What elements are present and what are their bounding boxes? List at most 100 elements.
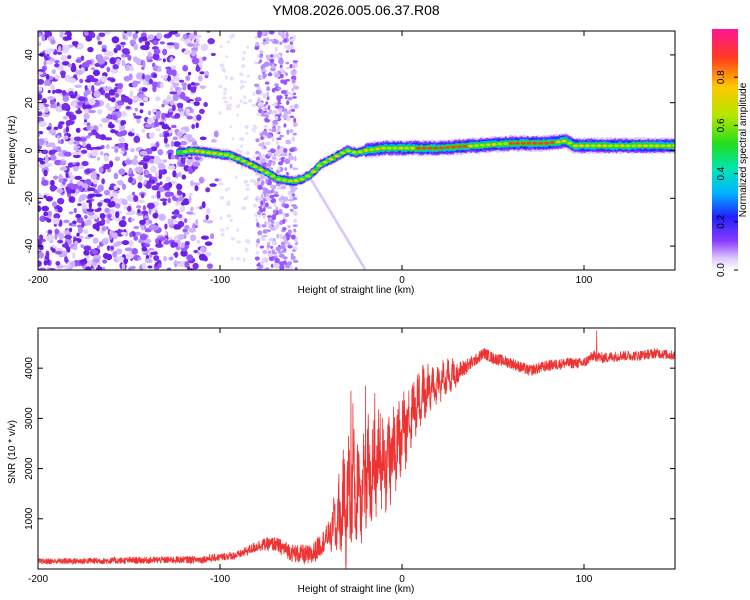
spectrogram-band-cell bbox=[254, 46, 260, 51]
spectrogram-noise-cell bbox=[194, 185, 199, 192]
spectrogram-noise-cell bbox=[205, 214, 209, 220]
spectrogram-noise-cell bbox=[169, 86, 174, 93]
spectrogram-noise-cell bbox=[96, 54, 104, 61]
spectrogram-noise-cell bbox=[116, 180, 124, 186]
spectrogram-noise-cell bbox=[65, 125, 70, 133]
spectrogram-band-cell bbox=[270, 148, 276, 154]
spectrogram-noise-cell bbox=[76, 216, 84, 224]
spectrogram-noise-cell bbox=[172, 136, 179, 141]
spectrogram-noise-cell bbox=[209, 233, 215, 240]
spectrogram-noise-cell bbox=[121, 183, 127, 190]
spectrogram-noise-cell bbox=[170, 31, 178, 35]
spectrogram-band-cell bbox=[267, 206, 272, 210]
spectrogram-trail-cell bbox=[345, 236, 348, 240]
spectrogram-noise-cell bbox=[185, 75, 191, 82]
spectrogram-ridge-peak bbox=[555, 140, 561, 144]
spectrogram-faint-cell bbox=[245, 195, 249, 200]
spectrogram-noise-cell bbox=[57, 123, 63, 130]
spectrogram-ridge-peak bbox=[642, 144, 649, 148]
spectrogram-faint-cell bbox=[252, 179, 257, 183]
spectrogram-band-cell bbox=[285, 139, 292, 145]
spectrogram-noise-cell bbox=[128, 173, 135, 177]
spectrogram-noise-cell bbox=[158, 213, 166, 221]
spectrogram-noise-cell bbox=[146, 59, 153, 63]
spectrogram-band-cell bbox=[274, 116, 279, 121]
spectrogram-ridge-peak bbox=[206, 151, 212, 155]
spectrogram-noise-cell bbox=[75, 127, 81, 133]
spectrogram-noise-cell bbox=[101, 48, 107, 53]
spectrogram-faint-cell bbox=[247, 98, 253, 103]
spectrogram-noise-cell bbox=[116, 256, 125, 262]
spectrogram-band-cell bbox=[292, 210, 297, 214]
spectrogram-noise-cell bbox=[69, 189, 76, 194]
colorbar-label: Normalized spectral amplitude bbox=[738, 82, 749, 217]
spectrogram-band-cell bbox=[265, 157, 268, 163]
spectrogram-noise-cell bbox=[43, 217, 50, 221]
spectrogram-faint-cell bbox=[236, 228, 240, 233]
spectrogram-noise-cell bbox=[102, 259, 108, 264]
spectrogram-band-cell bbox=[260, 65, 264, 70]
spectrogram-noise-cell bbox=[79, 194, 88, 198]
spectrogram-faint-cell bbox=[245, 187, 251, 191]
spectrogram-band-cell bbox=[277, 95, 283, 100]
spectrogram-trail-cell bbox=[319, 193, 322, 197]
spectrogram-band-cell bbox=[255, 89, 262, 95]
spectrogram-noise-cell bbox=[89, 32, 96, 39]
spectrogram-ridge-peak bbox=[474, 144, 480, 148]
spectrogram-noise-cell bbox=[158, 172, 163, 180]
spectrogram-noise-cell bbox=[194, 97, 202, 102]
spectrogram-ridge-peak bbox=[573, 144, 579, 148]
spectrogram-faint-cell bbox=[236, 257, 241, 261]
spectrogram-noise-cell bbox=[173, 242, 179, 248]
spectrogram-noise-cell bbox=[206, 208, 211, 215]
spectrogram-noise-cell bbox=[62, 95, 70, 102]
spectrogram-noise-cell bbox=[151, 81, 158, 88]
spectrogram-noise-cell bbox=[41, 179, 50, 186]
spectrogram-noise-cell bbox=[170, 140, 175, 148]
spectrogram-band-cell bbox=[277, 167, 281, 172]
spectrogram-band-cell bbox=[256, 238, 260, 244]
spectrogram-noise-cell bbox=[46, 258, 50, 266]
spectrogram-band-cell bbox=[292, 259, 299, 263]
spectrogram-faint-cell bbox=[218, 84, 223, 89]
spectrogram-noise-cell bbox=[83, 250, 90, 256]
spectrogram-noise-cell bbox=[187, 71, 192, 76]
spectrogram-noise-cell bbox=[90, 172, 98, 180]
spectrogram-ridge-peak bbox=[439, 146, 445, 150]
spectrogram-band-cell bbox=[293, 85, 300, 90]
spectrogram-ytick-label: -40 bbox=[24, 238, 35, 253]
spectrogram-band-cell bbox=[263, 206, 266, 212]
spectrogram-noise-cell bbox=[110, 97, 116, 103]
spectrogram-trail-cell bbox=[357, 257, 361, 261]
spectrogram-noise-cell bbox=[200, 235, 210, 240]
spectrogram-noise-cell bbox=[142, 96, 149, 102]
spectrogram-xtick-label: 0 bbox=[399, 275, 405, 286]
spectrogram-noise-cell bbox=[38, 239, 43, 247]
spectrogram-noise-cell bbox=[114, 92, 120, 98]
spectrogram-noise-cell bbox=[147, 110, 152, 116]
spectrogram-noise-cell bbox=[38, 32, 42, 37]
spectrogram-band-cell bbox=[276, 221, 281, 226]
spectrogram-noise-cell bbox=[39, 160, 46, 165]
spectrogram-noise-cell bbox=[50, 84, 56, 91]
spectrogram-noise-cell bbox=[114, 148, 119, 153]
spectrogram-noise-cell bbox=[104, 92, 111, 99]
spectrogram-noise-cell bbox=[92, 69, 101, 77]
spectrogram-noise-cell bbox=[167, 165, 176, 170]
spectrogram-band-cell bbox=[261, 159, 266, 164]
spectrogram-trail-cell bbox=[362, 266, 366, 270]
spectrogram-noise-cell bbox=[97, 109, 103, 115]
spectrogram-band-cell bbox=[274, 47, 278, 52]
spectrogram-noise-cell bbox=[198, 176, 205, 184]
spectrogram-band-cell bbox=[274, 209, 280, 216]
spectrogram-noise-cell bbox=[41, 34, 46, 42]
spectrogram-ridge-peak bbox=[200, 150, 206, 154]
spectrogram-band-cell bbox=[291, 78, 296, 84]
spectrogram-noise-cell bbox=[115, 248, 123, 255]
spectrogram-noise-cell bbox=[132, 33, 138, 39]
spectrogram-band-cell bbox=[268, 31, 275, 35]
spectrogram-xtick-label: -100 bbox=[210, 275, 230, 286]
spectrogram-noise-cell bbox=[88, 132, 93, 137]
spectrogram-noise-cell bbox=[78, 186, 83, 192]
spectrogram-faint-cell bbox=[229, 76, 234, 81]
